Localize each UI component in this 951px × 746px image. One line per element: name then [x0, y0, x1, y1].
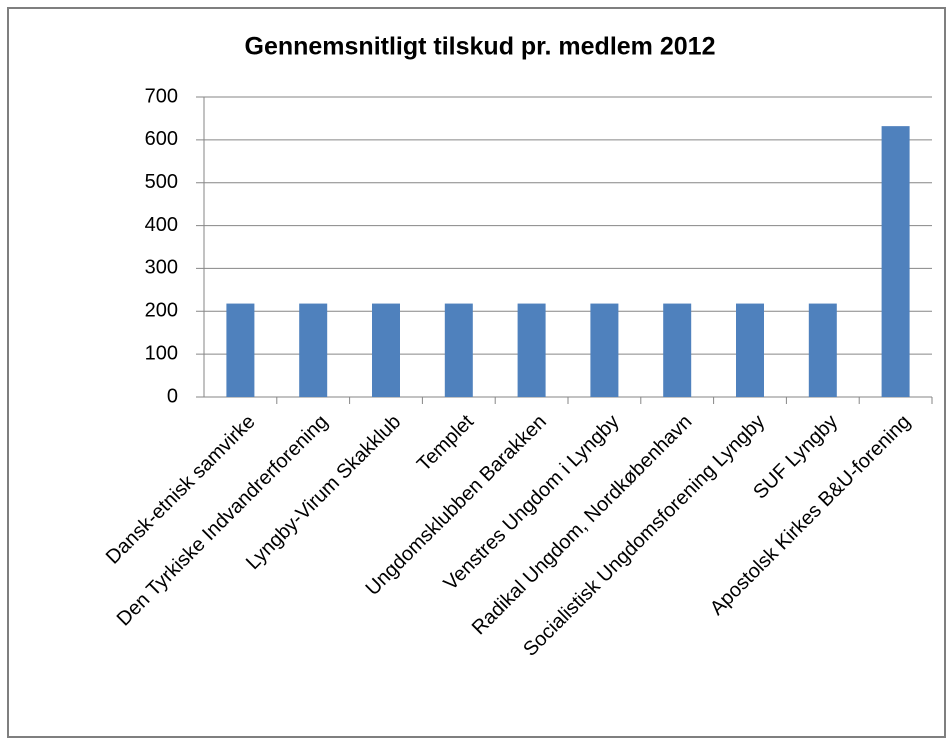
bar	[808, 303, 837, 397]
bar	[881, 126, 910, 398]
y-tick-label: 600	[145, 128, 178, 150]
y-tick-label: 700	[145, 85, 178, 107]
bar	[736, 303, 764, 397]
bar	[299, 303, 328, 397]
bar	[444, 303, 473, 397]
bar	[517, 303, 546, 397]
bar	[663, 303, 692, 397]
y-tick-label: 400	[145, 214, 178, 236]
y-tick-label: 200	[145, 300, 178, 322]
bar	[590, 303, 619, 397]
chart-frame	[7, 7, 946, 738]
bar	[372, 303, 400, 397]
y-tick-label: 0	[167, 385, 178, 407]
y-tick-label: 100	[145, 342, 178, 364]
y-tick-label: 300	[145, 257, 178, 279]
bar	[226, 303, 255, 397]
chart-title: Gennemsnitligt tilskud pr. medlem 2012	[245, 33, 716, 61]
y-tick-label: 500	[145, 171, 178, 193]
